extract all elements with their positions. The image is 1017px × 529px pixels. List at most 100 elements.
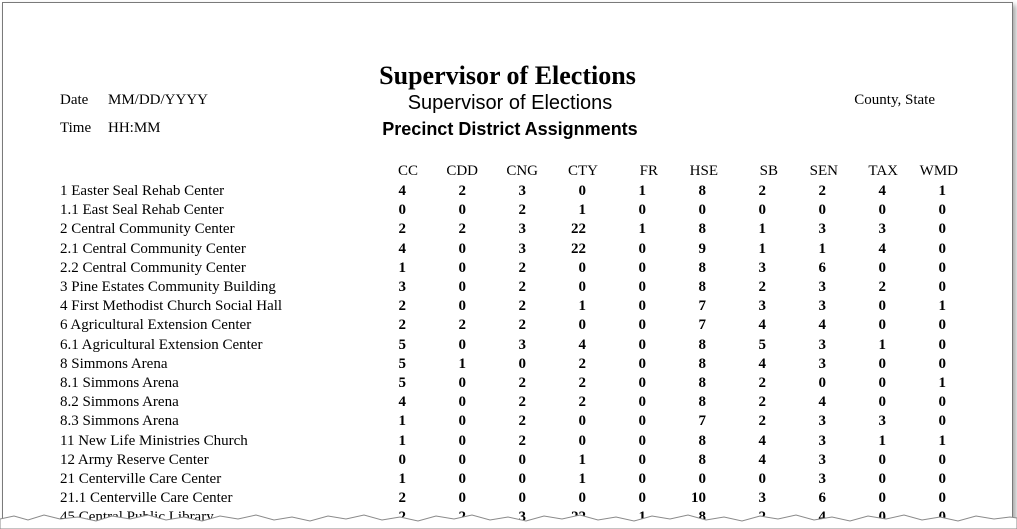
- district-value-cng: 0: [470, 451, 530, 470]
- cell-value: 0: [938, 279, 947, 296]
- cell-value: 1: [878, 432, 887, 449]
- cell-value: 0: [638, 298, 647, 315]
- table-row: 21 Centerville Care Center 1 0 0 1 0 0 0 3 0 0: [60, 470, 950, 489]
- cell-value: 7: [698, 298, 707, 315]
- cell-value: 0: [938, 490, 947, 507]
- precinct-name: 6.1 Agricultural Extension Center: [60, 336, 263, 353]
- time-row: Time HH:MM: [60, 119, 161, 137]
- cell-value: 3: [818, 432, 827, 449]
- district-value-hse: 8: [650, 355, 710, 374]
- district-value-sen: 3: [770, 470, 830, 489]
- cell-value: 3: [818, 413, 827, 430]
- precinct-name: 21 Centerville Care Center: [60, 470, 222, 487]
- date-label: Date: [60, 92, 89, 108]
- district-value-wmd: 1: [890, 431, 950, 450]
- district-value-tax: 1: [830, 431, 890, 450]
- district-value-fr: 0: [590, 412, 650, 431]
- district-value-sen: 3: [770, 451, 830, 470]
- cell-value: 22: [571, 221, 586, 238]
- district-value-tax: 2: [830, 278, 890, 297]
- district-value-tax: 0: [830, 508, 890, 523]
- cell-value: 2: [398, 317, 407, 334]
- cell-value: 0: [458, 490, 467, 507]
- district-value-hse: 8: [650, 220, 710, 239]
- district-value-tax: 4: [830, 182, 890, 201]
- district-value-sb: 2: [710, 393, 770, 412]
- district-value-fr: 1: [590, 508, 650, 523]
- district-value-cty: 1: [530, 297, 590, 316]
- district-value-cng: 3: [470, 240, 530, 259]
- district-value-sb: 3: [710, 297, 770, 316]
- district-value-cc: 5: [350, 374, 410, 393]
- district-value-fr: 0: [590, 355, 650, 374]
- cell-value: 0: [638, 317, 647, 334]
- district-value-cdd: 0: [410, 240, 470, 259]
- district-value-sen: 1: [770, 240, 830, 259]
- cell-value: 0: [398, 202, 407, 219]
- cell-value: 3: [518, 240, 527, 257]
- district-value-cc: 1: [350, 259, 410, 278]
- district-value-wmd: 0: [890, 470, 950, 489]
- cell-value: 4: [818, 509, 827, 524]
- district-value-cc: 3: [350, 278, 410, 297]
- cell-value: 8: [698, 221, 707, 238]
- district-value-cng: 3: [470, 336, 530, 355]
- district-value-cng: 2: [470, 278, 530, 297]
- cell-value: 2: [518, 317, 527, 334]
- district-value-cdd: 0: [410, 412, 470, 431]
- cell-value: 2: [518, 394, 527, 411]
- cell-value: 0: [578, 279, 587, 296]
- district-value-sb: 5: [710, 336, 770, 355]
- cell-value: 0: [638, 259, 647, 276]
- district-value-cng: 2: [470, 201, 530, 220]
- cell-value: 0: [578, 183, 587, 200]
- district-value-cc: 1: [350, 431, 410, 450]
- cell-value: 0: [878, 202, 887, 219]
- district-value-sb: 3: [710, 259, 770, 278]
- cell-value: 8: [698, 509, 707, 524]
- cell-value: 9: [698, 240, 707, 257]
- district-value-cty: 0: [530, 259, 590, 278]
- cell-value: 2: [518, 202, 527, 219]
- district-value-cng: 3: [470, 508, 530, 523]
- district-value-hse: 8: [650, 393, 710, 412]
- cell-value: 0: [578, 413, 587, 430]
- district-value-wmd: 0: [890, 355, 950, 374]
- cell-value: 0: [938, 202, 947, 219]
- cell-value: 1: [638, 221, 647, 238]
- cell-value: 0: [458, 374, 467, 391]
- district-value-wmd: 0: [890, 412, 950, 431]
- column-header-label: CC: [397, 163, 418, 179]
- district-value-sb: 3: [710, 489, 770, 508]
- table-row: 4 First Methodist Church Social Hall 2 0 2 1…: [60, 297, 950, 316]
- district-value-hse: 9: [650, 240, 710, 259]
- district-value-cng: 2: [470, 259, 530, 278]
- cell-value: 0: [638, 202, 647, 219]
- cell-value: 1: [398, 413, 407, 430]
- table-row: 21.1 Centerville Care Center 2 0 0 0 0 10 3 6 0 0: [60, 489, 950, 508]
- district-value-fr: 0: [590, 278, 650, 297]
- district-value-hse: 8: [650, 508, 710, 524]
- district-value-tax: 0: [830, 201, 890, 220]
- cell-value: 4: [758, 355, 767, 372]
- district-value-sb: 2: [710, 278, 770, 297]
- cell-value: 8: [698, 355, 707, 372]
- district-value-cng: 2: [470, 412, 530, 431]
- district-value-cng: 3: [470, 182, 530, 201]
- cell-value: 1: [578, 202, 587, 219]
- district-value-sb: 2: [710, 182, 770, 201]
- district-value-sen: 3: [770, 431, 830, 450]
- district-value-fr: 1: [590, 182, 650, 201]
- district-value-tax: 0: [830, 489, 890, 508]
- table-body: 1 Easter Seal Rehab Center 4 2 3 0 1 8 2 2 4 1 1.1 …: [60, 182, 950, 524]
- cell-value: 0: [758, 470, 767, 487]
- torn-edge: [0, 514, 1017, 529]
- district-value-cty: 0: [530, 278, 590, 297]
- cell-value: 3: [818, 298, 827, 315]
- cell-value: 1: [938, 374, 947, 391]
- district-value-cdd: 0: [410, 451, 470, 470]
- cell-value: 0: [458, 240, 467, 257]
- cell-value: 4: [398, 240, 407, 257]
- table-row: 8.1 Simmons Arena 5 0 2 2 0 8 2 0 0 1: [60, 374, 950, 393]
- cell-value: 0: [638, 374, 647, 391]
